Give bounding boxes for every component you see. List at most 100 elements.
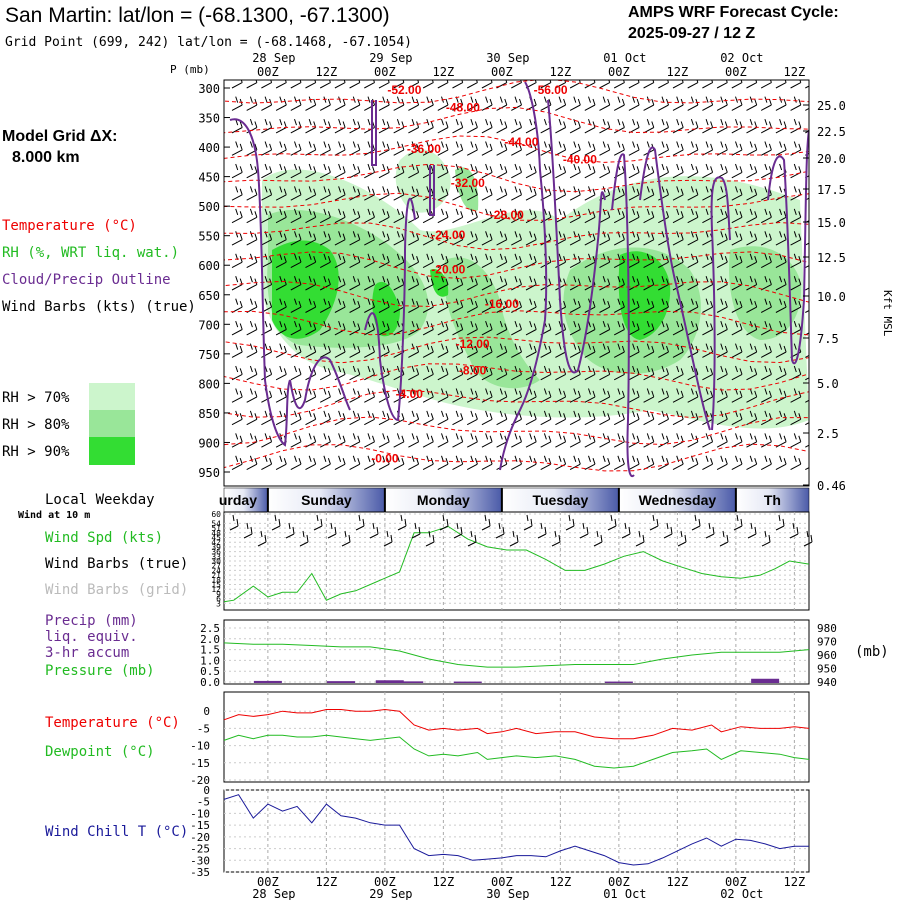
wind-tick-label: 45 bbox=[211, 534, 221, 543]
weekday-cell bbox=[384, 487, 503, 513]
bottom-date-label: 01 Oct bbox=[603, 887, 646, 900]
cross-section-frame bbox=[223, 79, 810, 487]
weekday-band: urday Sunday Monday Tuesday Wednesday Th bbox=[219, 487, 810, 513]
cloud-outline-segment bbox=[364, 197, 416, 422]
rh-region bbox=[455, 167, 479, 212]
top-hour-label: 12Z bbox=[550, 65, 572, 79]
bottom-date-label: 02 Oct bbox=[720, 887, 763, 900]
pressure-tick-label: 450 bbox=[198, 171, 220, 185]
rh-legend-swatch bbox=[89, 383, 135, 411]
isotherm-label: -4.00 bbox=[396, 387, 424, 401]
cloud-outline-segment bbox=[547, 99, 606, 374]
top-hour-label: 00Z bbox=[608, 65, 630, 79]
pressure-tick-label: 850 bbox=[198, 407, 220, 421]
pressure-tick-label: 650 bbox=[198, 289, 220, 303]
precip-tick-label: 0.0 bbox=[200, 676, 220, 689]
top-hour-label: 12Z bbox=[667, 65, 689, 79]
weekday-cell bbox=[735, 487, 810, 513]
isotherm-label: -52.00 bbox=[387, 83, 421, 97]
wind-tick-label: 54 bbox=[211, 519, 221, 528]
windchill-tick-label: -10 bbox=[190, 807, 210, 820]
pressure-tick-label: 350 bbox=[198, 112, 220, 126]
wind-tick-label: 18 bbox=[211, 576, 221, 585]
temperature-dewpoint-panel: 0 -5 -10 -15 -20 bbox=[190, 691, 810, 787]
kft-tick-label: 10.0 bbox=[817, 290, 846, 304]
top-time-axis: 00Z 12Z 00Z 12Z 00Z 12Z 00Z 12Z 00Z 12Z 28 Sep 29 S… bbox=[252, 51, 805, 79]
top-hour-label: 12Z bbox=[316, 65, 338, 79]
bottom-hour-label: 00Z bbox=[725, 875, 747, 889]
isotherm-line bbox=[224, 363, 809, 391]
pressure-label: Pressure (mb) bbox=[45, 663, 155, 679]
bottom-hour-label: 12Z bbox=[550, 875, 572, 889]
windchill-tick-label: -25 bbox=[190, 843, 210, 856]
pressure-tick-label: 700 bbox=[198, 318, 220, 332]
wind-tick-label: 42 bbox=[211, 538, 221, 547]
wind-tick-label: 39 bbox=[211, 543, 221, 552]
wind-barb bbox=[231, 80, 809, 471]
pressure-unit: (mb) bbox=[855, 644, 889, 660]
wind-tick-label: 51 bbox=[211, 524, 221, 533]
cloud-outline-segment bbox=[229, 118, 291, 447]
cloud-outline-segment bbox=[371, 100, 377, 166]
pressure-tick-label: 980 bbox=[817, 622, 837, 635]
pressure-tick-label: 400 bbox=[198, 141, 220, 155]
rh-legend-swatch bbox=[89, 437, 135, 465]
kft-tick-label: 22.5 bbox=[817, 125, 846, 139]
model-grid-label: Model Grid ΔX: bbox=[2, 128, 118, 145]
isotherm-line bbox=[224, 310, 809, 336]
weekday-label: urday bbox=[219, 492, 257, 508]
surface-wind-barb bbox=[229, 514, 813, 547]
wind-tick-label: 60 bbox=[211, 510, 221, 519]
top-hour-label: 00Z bbox=[374, 65, 396, 79]
rh-region bbox=[618, 251, 671, 340]
kft-tick-label: 5.0 bbox=[817, 377, 839, 391]
isotherm-label: -0.00 bbox=[371, 452, 399, 466]
top-date-label: 02 Oct bbox=[720, 51, 763, 65]
wind-tick-label: 6 bbox=[216, 595, 221, 604]
precip-bar bbox=[395, 681, 424, 683]
cloud-outline-segment bbox=[767, 129, 809, 365]
weekday-label: Tuesday bbox=[532, 492, 588, 508]
pressure-line bbox=[223, 642, 810, 668]
bottom-hour-label: 12Z bbox=[316, 875, 338, 889]
pressure-tick-label: 970 bbox=[817, 636, 837, 649]
local-weekday-label: Local Weekday bbox=[45, 492, 155, 508]
weekday-label: Monday bbox=[417, 492, 470, 508]
bottom-date-label: 30 Sep bbox=[486, 887, 529, 900]
windchill-tick-label: 0 bbox=[203, 784, 210, 797]
kft-tick-label: 2.5 bbox=[817, 427, 839, 441]
legend-rh: RH (%, WRT liq. wat.) bbox=[2, 245, 179, 261]
wind-tick-label: 15 bbox=[211, 581, 221, 590]
kft-tick-label: 7.5 bbox=[817, 332, 839, 346]
pressure-tick-label: 950 bbox=[817, 663, 837, 676]
isotherm-label: -12.00 bbox=[456, 337, 490, 351]
precip-bar bbox=[604, 681, 633, 683]
temp-tick-label: -15 bbox=[190, 757, 210, 770]
wind-tick-label: 24 bbox=[211, 566, 221, 575]
weekday-label: Th bbox=[764, 492, 781, 508]
wind-tick-label: 3 bbox=[216, 599, 221, 608]
wind-tick-label: 48 bbox=[211, 529, 221, 538]
isotherm-label: -36.00 bbox=[407, 142, 441, 156]
isotherm-line bbox=[224, 135, 809, 163]
top-date-label: 30 Sep bbox=[486, 51, 529, 65]
rh-legend-label: RH > 70% bbox=[2, 390, 70, 406]
isotherm-line bbox=[224, 416, 809, 446]
temp-tick-label: 0 bbox=[203, 705, 210, 718]
pressure-tick-label: 300 bbox=[198, 82, 220, 96]
wind-tick-label: 9 bbox=[216, 590, 221, 599]
windchill-tick-label: -30 bbox=[190, 854, 210, 867]
isotherm-line bbox=[224, 106, 809, 134]
isotherm-line bbox=[224, 251, 809, 280]
wind-tick-label: 21 bbox=[211, 571, 221, 580]
wind-speed-label: Wind Spd (kts) bbox=[45, 530, 163, 546]
isotherm-label: -32.00 bbox=[451, 176, 485, 190]
top-date-label: 01 Oct bbox=[603, 51, 646, 65]
windchill-tick-label: -5 bbox=[197, 796, 210, 809]
precip-tick-label: 1.0 bbox=[200, 654, 220, 667]
wind-chill-label: Wind Chill T (°C) bbox=[45, 824, 188, 840]
precip-bar bbox=[453, 681, 482, 683]
dewpoint-label: Dewpoint (°C) bbox=[45, 744, 155, 760]
isotherm-label: -8.00 bbox=[459, 364, 487, 378]
